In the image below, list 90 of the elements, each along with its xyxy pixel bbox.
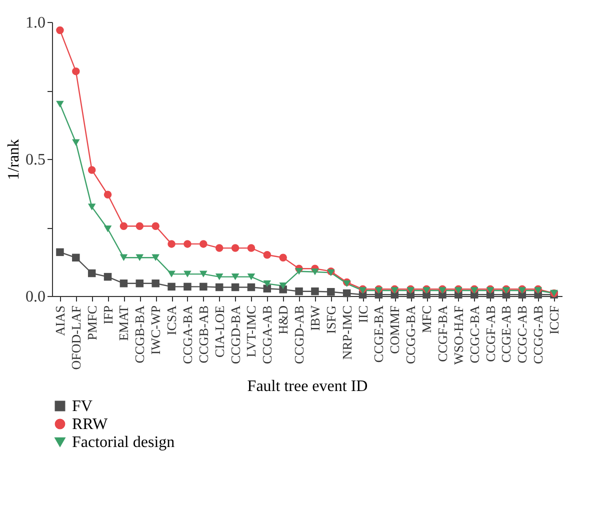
point: [200, 270, 208, 278]
point: [120, 222, 128, 230]
point: [247, 273, 256, 280]
x-tick-label: LVT-IMC: [244, 306, 259, 358]
x-tick-label: CCGB-BA: [132, 304, 148, 364]
point: [231, 283, 240, 292]
point: [168, 240, 176, 248]
x-tick-label: CCGC-AB: [514, 305, 530, 364]
x-tick-label: CCGA-AB: [260, 305, 275, 364]
x-tick-label: CIA-LOE: [212, 305, 227, 358]
x-tick-label: H&D: [276, 306, 291, 334]
x-tick-label: CCGE-BA: [371, 304, 386, 363]
point: [120, 280, 128, 288]
point: [184, 282, 192, 291]
point: [215, 283, 224, 292]
point: [263, 280, 272, 288]
point: [104, 190, 112, 198]
y-tick-label: 0.0: [26, 288, 46, 306]
point: [104, 226, 112, 232]
x-tick-label: ICCF: [546, 306, 562, 334]
point: [152, 254, 160, 261]
x-tick-label: IFP: [100, 306, 116, 324]
x-tick-label: CCGD-BA: [228, 304, 243, 364]
x-tick-label: CCGG-AB: [530, 305, 546, 364]
legend-label: FV: [72, 398, 93, 415]
point: [72, 254, 80, 262]
point: [342, 289, 351, 298]
point: [136, 222, 144, 230]
point: [247, 283, 256, 292]
point: [168, 270, 176, 278]
point: [200, 282, 208, 291]
x-tick-label: CCGD-AB: [292, 305, 307, 364]
x-tick-label: CCGE-AB: [498, 305, 514, 363]
point: [88, 269, 96, 278]
legend-label: RRW: [72, 416, 108, 433]
point: [88, 166, 96, 174]
x-tick-label: CCGF-BA: [434, 304, 450, 362]
x-tick-label: ISFG: [323, 306, 338, 334]
x-tick-label: NRP-IMC: [339, 306, 354, 360]
point: [136, 280, 144, 288]
y-axis-title: 1/rank: [6, 139, 22, 180]
point: [200, 240, 208, 248]
x-tick-label: IIC: [355, 306, 370, 323]
point: [295, 287, 303, 296]
point: [184, 240, 192, 248]
point: [231, 244, 240, 252]
x-tick-label: AIAS: [52, 306, 68, 336]
point: [215, 244, 224, 252]
x-axis-title: Fault tree event ID: [247, 378, 368, 395]
point: [56, 26, 64, 34]
point: [72, 139, 80, 146]
point: [279, 282, 287, 290]
x-tick-label: EMAT: [116, 305, 132, 341]
x-tick-label: IWC-WP: [148, 306, 164, 355]
point: [120, 254, 128, 261]
point: [279, 254, 287, 262]
point: [263, 251, 272, 259]
legend-label: Factorial design: [72, 434, 175, 451]
point: [152, 280, 160, 288]
point: [104, 272, 112, 281]
point: [56, 100, 64, 108]
point: [56, 248, 64, 256]
x-tick-label: ICSA: [164, 304, 180, 336]
point: [263, 284, 272, 292]
x-tick-label: CCGA-BA: [180, 304, 195, 364]
point: [168, 282, 176, 291]
x-tick-label: OFOD-LAF: [68, 306, 84, 370]
point: [184, 270, 192, 278]
x-tick-label: IBW: [307, 304, 322, 331]
x-tick-label: PMFC: [84, 306, 100, 340]
x-tick-label: MFC: [419, 306, 434, 333]
point: [295, 268, 303, 275]
x-tick-label: CCGG-BA: [403, 304, 418, 364]
x-tick-label: CCGC-BA: [466, 304, 482, 364]
y-tick-label: 0.5: [26, 152, 46, 168]
x-tick-label: CCGF-AB: [482, 305, 498, 362]
point: [311, 268, 319, 276]
point: [215, 273, 224, 280]
point: [136, 254, 144, 261]
point: [231, 273, 240, 280]
point: [72, 67, 80, 76]
x-tick-label: CCGB-AB: [196, 305, 211, 364]
y-tick-label: 1.0: [26, 14, 46, 32]
x-tick-label: COMMF: [387, 306, 402, 354]
point: [311, 287, 319, 296]
x-tick-label: WSO-HAF: [450, 306, 466, 365]
point: [327, 288, 335, 296]
point: [247, 244, 256, 252]
point: [152, 222, 160, 230]
point: [88, 204, 96, 210]
